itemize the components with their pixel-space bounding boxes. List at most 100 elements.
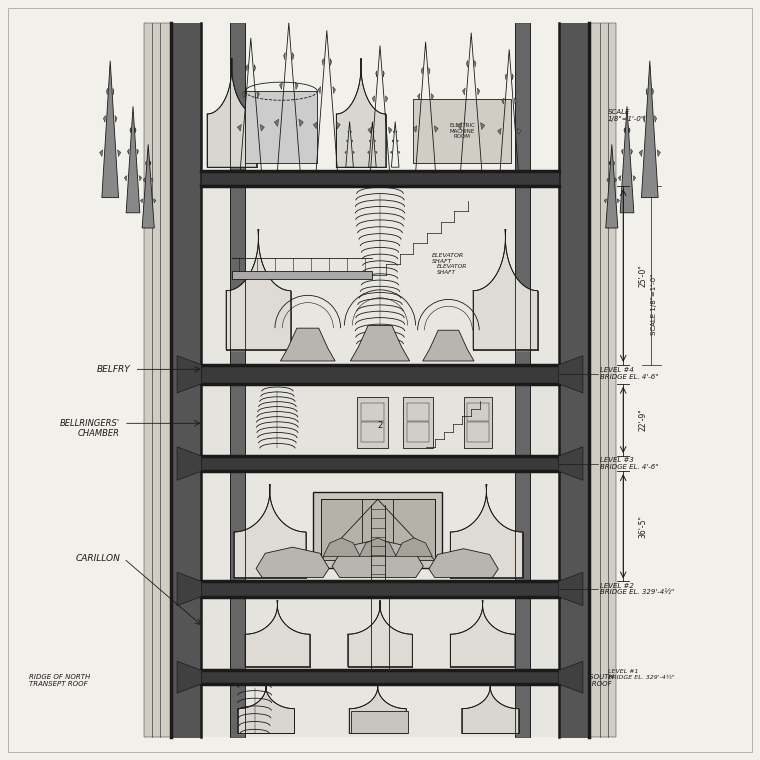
Bar <box>171 23 201 737</box>
Polygon shape <box>620 106 634 213</box>
Polygon shape <box>332 540 423 578</box>
Polygon shape <box>112 88 114 95</box>
Polygon shape <box>352 140 353 142</box>
Polygon shape <box>395 538 432 556</box>
Text: 25'-0": 25'-0" <box>638 264 648 287</box>
Polygon shape <box>347 600 412 667</box>
Polygon shape <box>226 230 290 350</box>
Bar <box>351 711 408 733</box>
Polygon shape <box>154 199 156 203</box>
Polygon shape <box>431 93 434 100</box>
Polygon shape <box>245 600 310 667</box>
Polygon shape <box>237 683 294 733</box>
Polygon shape <box>333 87 335 93</box>
Text: LEVEL #3
BRIDGE EL. 4'-6": LEVEL #3 BRIDGE EL. 4'-6" <box>600 457 659 470</box>
Polygon shape <box>106 88 108 95</box>
Polygon shape <box>383 71 385 77</box>
Polygon shape <box>622 149 623 154</box>
Polygon shape <box>614 161 615 166</box>
Polygon shape <box>375 71 377 77</box>
Polygon shape <box>350 325 410 361</box>
Polygon shape <box>368 151 369 154</box>
Polygon shape <box>559 356 583 393</box>
Bar <box>361 403 384 420</box>
Polygon shape <box>177 356 201 393</box>
Polygon shape <box>368 127 372 134</box>
Polygon shape <box>624 128 625 133</box>
Polygon shape <box>177 572 201 606</box>
Polygon shape <box>375 151 377 154</box>
Bar <box>201 684 559 737</box>
Polygon shape <box>207 59 256 167</box>
Polygon shape <box>559 661 583 693</box>
Polygon shape <box>641 61 658 198</box>
Polygon shape <box>254 65 255 71</box>
Polygon shape <box>617 199 619 203</box>
Polygon shape <box>477 88 480 95</box>
Bar <box>464 397 492 448</box>
Bar <box>201 597 559 670</box>
Polygon shape <box>463 88 465 95</box>
Bar <box>357 397 388 448</box>
Polygon shape <box>646 88 648 95</box>
Polygon shape <box>397 140 398 142</box>
Polygon shape <box>118 150 121 157</box>
Bar <box>201 581 559 597</box>
Bar <box>407 422 429 442</box>
Polygon shape <box>350 683 406 733</box>
Polygon shape <box>388 127 392 134</box>
Polygon shape <box>480 122 485 129</box>
Polygon shape <box>450 600 515 667</box>
Polygon shape <box>398 151 400 154</box>
Text: SCALE 1/8"=1'-0": SCALE 1/8"=1'-0" <box>651 274 657 334</box>
Polygon shape <box>242 91 245 98</box>
Polygon shape <box>462 683 518 733</box>
Polygon shape <box>559 572 583 606</box>
Bar <box>230 384 245 737</box>
Polygon shape <box>135 128 136 133</box>
Polygon shape <box>654 116 657 122</box>
Polygon shape <box>421 68 423 74</box>
Bar <box>232 271 372 279</box>
Text: SCALE
1/8"=1'-0": SCALE 1/8"=1'-0" <box>608 109 645 122</box>
Polygon shape <box>145 161 146 166</box>
Polygon shape <box>128 149 129 154</box>
Text: RIDGE OF NORTH
TRANSEPT ROOF: RIDGE OF NORTH TRANSEPT ROOF <box>29 673 90 687</box>
Polygon shape <box>237 125 242 131</box>
Polygon shape <box>274 119 279 126</box>
Polygon shape <box>417 93 420 100</box>
Polygon shape <box>657 150 660 157</box>
Polygon shape <box>313 122 318 128</box>
Polygon shape <box>299 119 303 126</box>
Bar <box>467 422 489 442</box>
Polygon shape <box>369 140 370 142</box>
Polygon shape <box>372 96 375 102</box>
Bar <box>467 403 489 420</box>
Polygon shape <box>629 128 630 133</box>
Polygon shape <box>177 661 201 693</box>
Bar <box>515 186 530 365</box>
Polygon shape <box>429 68 430 74</box>
Polygon shape <box>423 330 474 361</box>
Polygon shape <box>502 98 504 104</box>
Bar <box>407 403 429 420</box>
Polygon shape <box>606 178 608 182</box>
Bar <box>559 23 589 737</box>
Polygon shape <box>323 538 360 556</box>
Polygon shape <box>619 176 621 181</box>
Polygon shape <box>474 60 476 68</box>
Polygon shape <box>260 125 264 131</box>
Polygon shape <box>604 199 606 203</box>
Polygon shape <box>505 74 506 80</box>
Polygon shape <box>152 178 154 182</box>
Text: 36'-5": 36'-5" <box>638 515 648 538</box>
Polygon shape <box>256 547 329 578</box>
Polygon shape <box>458 122 462 129</box>
Polygon shape <box>143 178 144 182</box>
Polygon shape <box>559 447 583 480</box>
Polygon shape <box>473 230 538 350</box>
Bar <box>201 670 559 684</box>
Polygon shape <box>318 87 321 93</box>
Polygon shape <box>293 52 294 60</box>
Bar <box>201 365 559 384</box>
